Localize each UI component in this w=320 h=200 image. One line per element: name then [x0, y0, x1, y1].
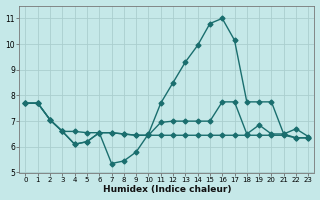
X-axis label: Humidex (Indice chaleur): Humidex (Indice chaleur)	[103, 185, 231, 194]
